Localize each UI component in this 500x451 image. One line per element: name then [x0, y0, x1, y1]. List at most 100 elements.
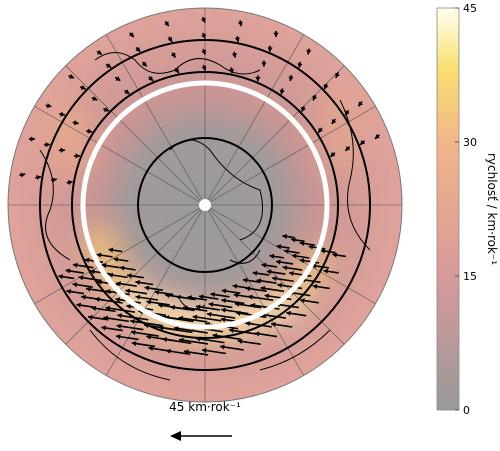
vector-arrow	[91, 95, 98, 101]
vector-arrow	[45, 103, 52, 109]
arrow-head	[127, 273, 132, 279]
vector-arrow	[50, 177, 57, 183]
scale-arrow	[170, 431, 232, 441]
vector-arrow	[276, 244, 290, 250]
vector-arrow	[261, 60, 267, 67]
arrow-head	[320, 248, 326, 254]
vector-arrow	[201, 347, 227, 355]
arrow-head	[291, 237, 296, 243]
arrow-head	[198, 294, 204, 300]
arrow-head	[87, 128, 93, 134]
vector-arrow	[125, 288, 148, 295]
arrow-head	[125, 288, 131, 294]
arrow-head	[228, 68, 234, 74]
arrow-head	[300, 298, 305, 304]
arrow-head	[254, 331, 260, 337]
arrow-head	[116, 323, 122, 329]
vector-arrow	[297, 61, 303, 68]
arrow-head	[286, 310, 291, 316]
arrow-head	[45, 142, 50, 148]
vector-arrow	[245, 321, 272, 328]
vector-arrow	[154, 289, 174, 296]
arrow-shaft	[173, 327, 208, 334]
arrow-head	[255, 77, 261, 82]
vector-arrow	[359, 139, 366, 146]
vector-arrow	[72, 282, 93, 288]
vector-arrow	[332, 252, 347, 258]
arrow-head	[311, 263, 317, 269]
arrow-head	[271, 321, 276, 328]
vector-arrow	[164, 20, 170, 27]
vector-arrow	[312, 94, 318, 101]
arrow-shaft	[206, 312, 236, 319]
arrow-head	[260, 285, 266, 291]
vector-arrow	[272, 276, 294, 283]
vector-arrow	[201, 64, 207, 71]
vector-arrow	[28, 136, 35, 142]
vector-arrow	[105, 63, 112, 69]
arrow-head	[72, 282, 78, 288]
vector-arrow	[85, 286, 112, 294]
arrow-head	[84, 257, 90, 263]
vector-arrow	[113, 256, 129, 263]
arrow-head	[170, 52, 176, 58]
arrow-shaft	[264, 294, 292, 301]
vector-arrow	[311, 263, 330, 269]
vector-arrow	[231, 51, 237, 58]
vector-arrow	[130, 329, 159, 337]
arrow-shaft	[234, 302, 262, 309]
arrow-head	[46, 103, 52, 109]
arrow-head	[284, 248, 289, 254]
vector-arrow	[219, 344, 244, 351]
arrow-head	[282, 233, 287, 239]
vector-arrow	[76, 302, 96, 309]
arrow-head	[174, 68, 179, 74]
arrow-head	[312, 283, 318, 290]
arrow-head	[261, 62, 267, 67]
vector-arrow	[144, 285, 164, 291]
vector-arrow	[87, 314, 109, 321]
arrow-head	[245, 321, 251, 327]
arrow-head	[221, 298, 226, 304]
arrow-head	[72, 262, 78, 268]
arrow-shaft	[178, 338, 209, 345]
arrow-head	[146, 334, 151, 340]
arrow-head	[248, 294, 253, 300]
vector-arrow	[270, 321, 293, 328]
arrow-head	[144, 285, 150, 291]
arrow-head	[69, 73, 75, 79]
vector-arrow	[135, 46, 141, 53]
arrow-head	[252, 270, 258, 276]
arrow-head	[96, 252, 102, 258]
vector-arrow	[79, 84, 86, 90]
vector-arrow	[135, 279, 154, 286]
arrow-shaft	[146, 335, 175, 342]
vector-arrow	[242, 277, 261, 284]
vector-arrow	[288, 74, 294, 82]
arrow-head	[264, 293, 270, 299]
arrow-head	[308, 244, 314, 250]
vector-arrow	[291, 253, 310, 259]
vector-arrow	[58, 147, 65, 153]
vector-arrow	[66, 180, 73, 186]
vector-arrow	[273, 30, 279, 37]
arrow-head	[108, 272, 114, 278]
arrow-head	[276, 244, 282, 250]
arrow-head	[276, 259, 281, 265]
scale-arrow-label: 45 km·rok⁻¹	[169, 400, 241, 414]
arrow-head	[135, 279, 141, 286]
arrow-head	[282, 265, 288, 271]
vector-arrow	[235, 310, 267, 319]
arrow-head	[195, 304, 201, 310]
arrow-head	[135, 46, 141, 52]
vector-arrow	[344, 145, 351, 152]
arrow-head	[277, 282, 283, 288]
arrow-head	[233, 292, 239, 298]
arrow-head	[65, 268, 71, 274]
vector-arrow	[279, 88, 285, 95]
vector-arrow	[195, 304, 220, 311]
vector-arrow	[247, 294, 274, 301]
arrow-head	[81, 294, 86, 300]
arrow-head	[360, 139, 366, 145]
arrow-head	[306, 49, 312, 55]
